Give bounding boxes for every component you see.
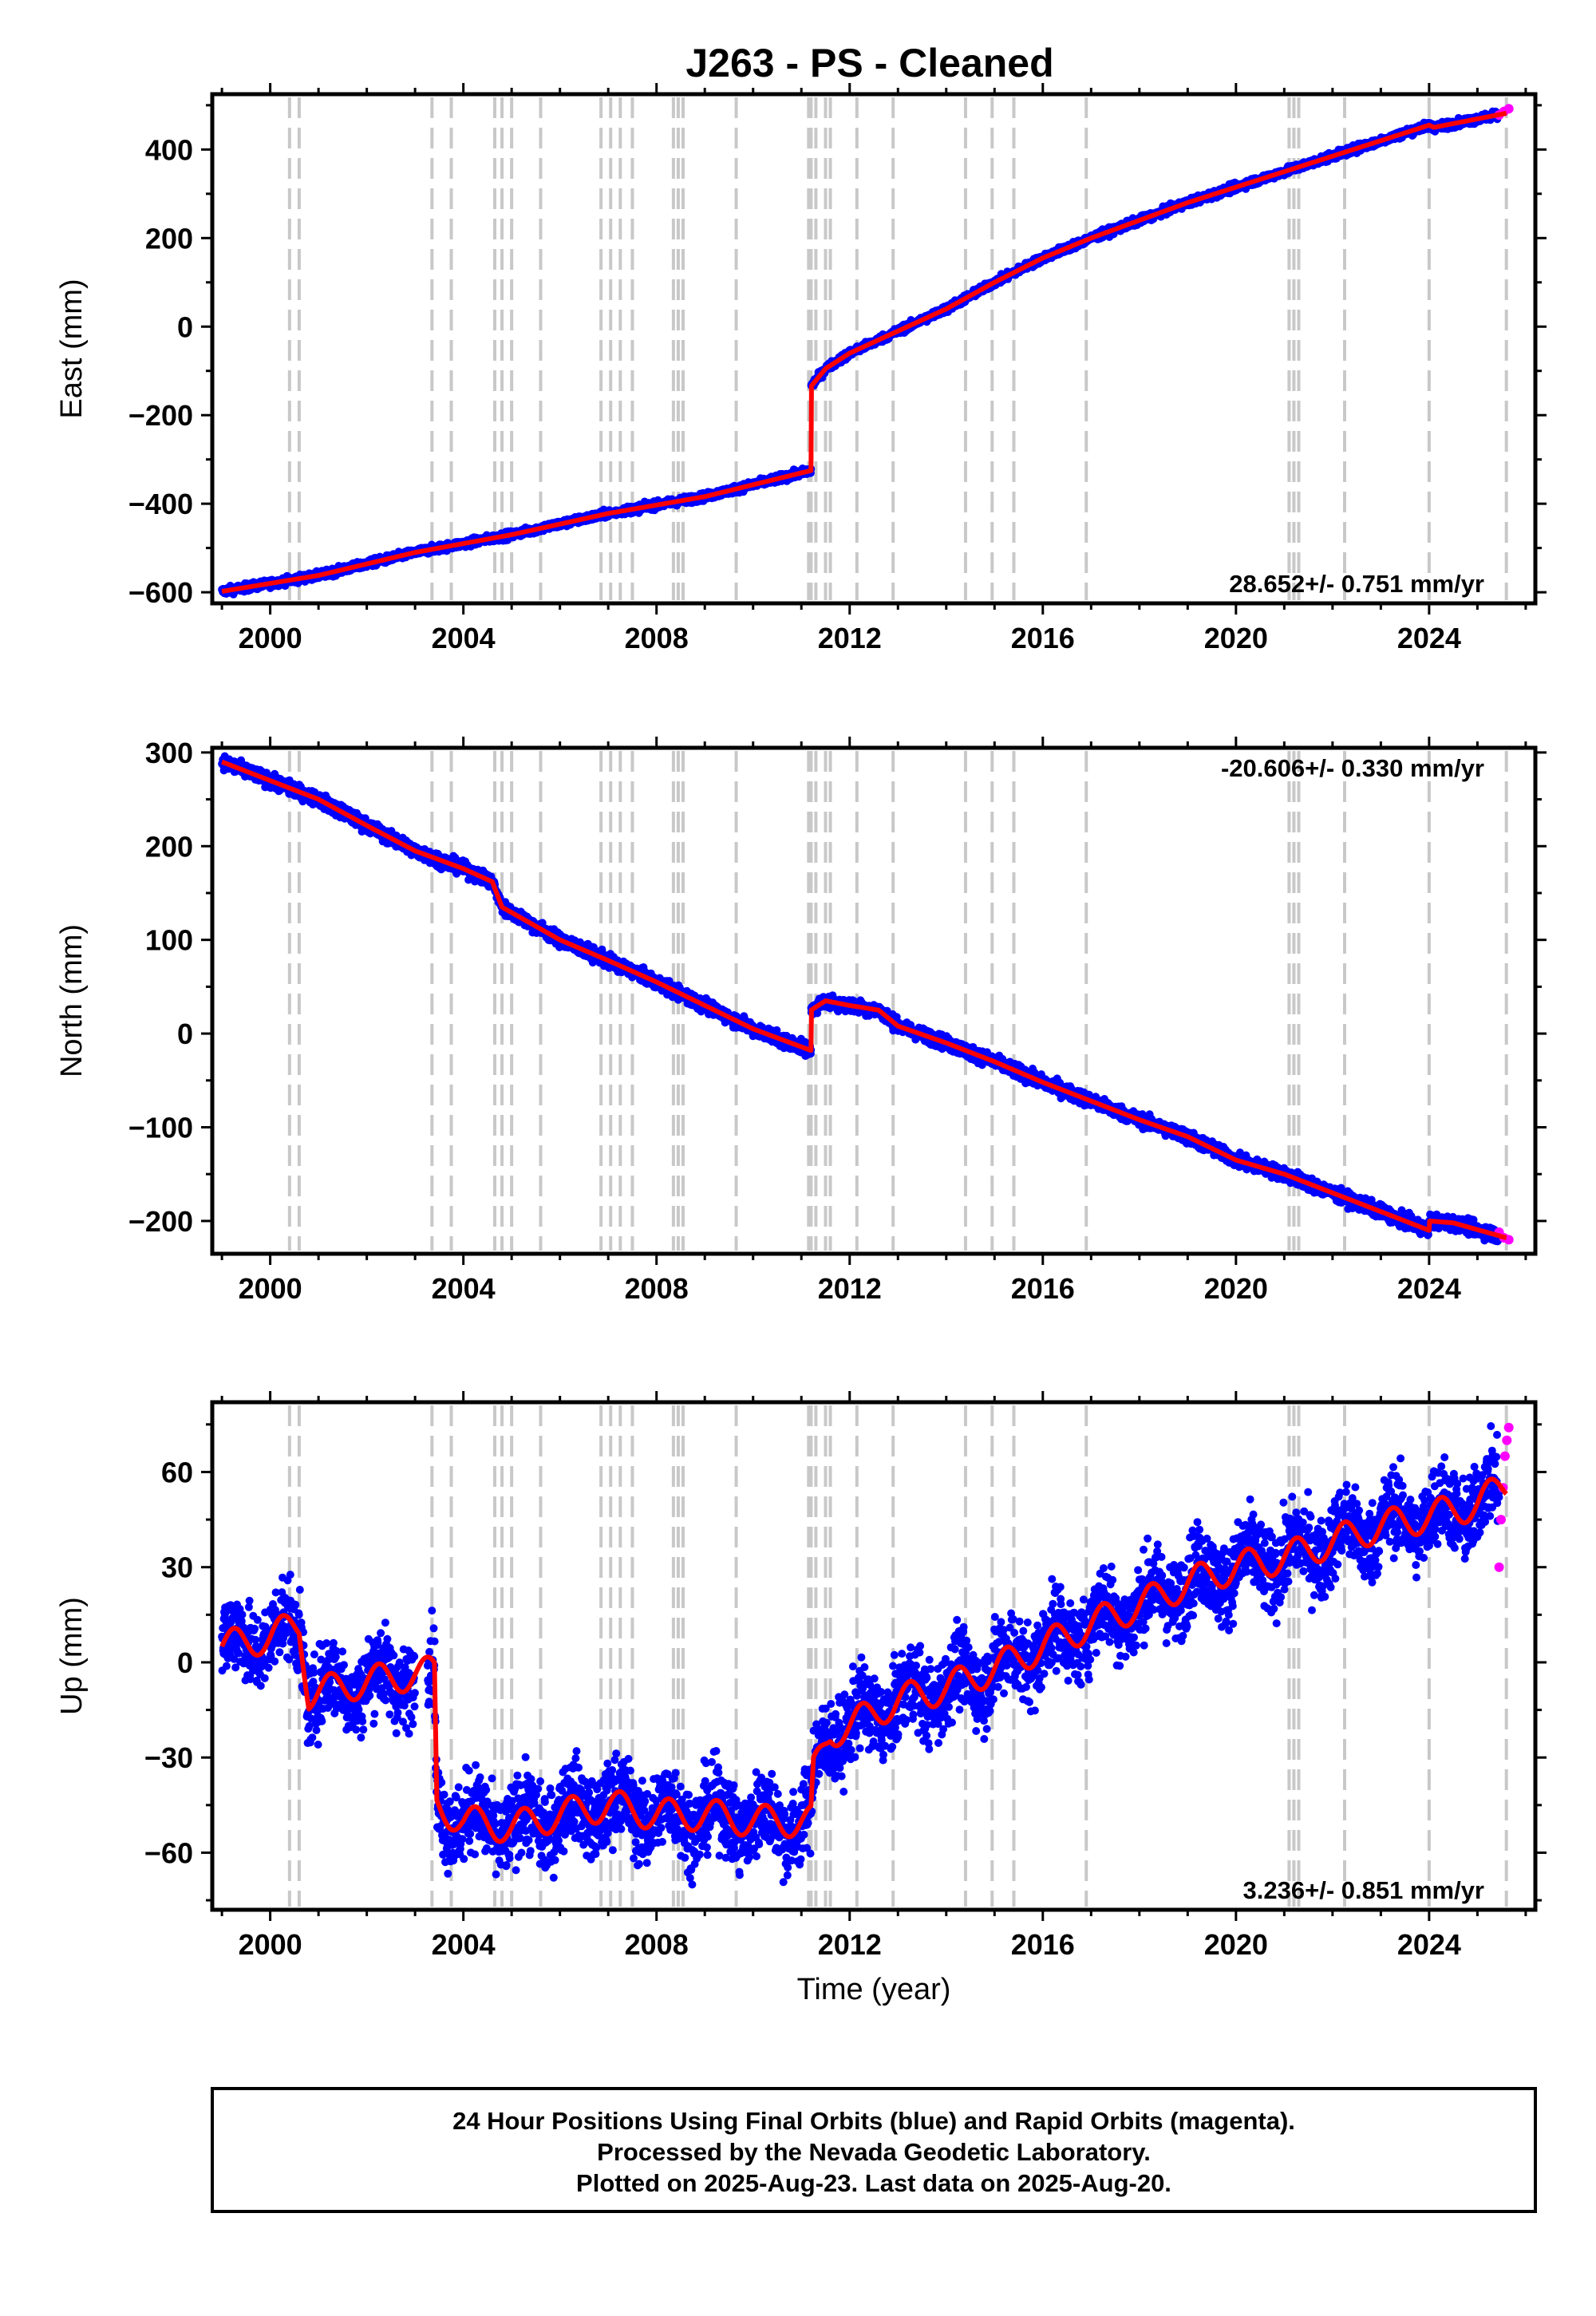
velocity-label: 28.652+/- 0.751 mm/yr	[1229, 570, 1484, 598]
y-tick-label: 200	[145, 222, 193, 255]
x-tick-label: 2008	[625, 622, 689, 654]
y-tick-label: 0	[177, 310, 193, 343]
north-panel: 2000 2004 2008 2012 2016 2020 2024−200−1000100…	[55, 737, 1547, 1305]
figure-title: J263 - PS - Cleaned	[685, 41, 1053, 85]
x-tick-label: 2012	[818, 622, 882, 654]
y-tick-label: 400	[145, 133, 193, 166]
east-panel: 2000 2004 2008 2012 2016 2020 2024−600−400−200…	[55, 83, 1547, 654]
x-tick-label: 2004	[432, 622, 496, 654]
y-tick-label: −400	[128, 488, 193, 520]
y-axis-label: East (mm)	[55, 279, 89, 418]
x-tick-label: 2000	[239, 622, 302, 654]
plot-area	[212, 748, 1535, 1254]
x-tick-label: 2024	[1397, 622, 1461, 654]
y-tick-label: −600	[128, 576, 193, 609]
x-tick-label: 2020	[1204, 622, 1268, 654]
event-lines	[287, 97, 1508, 600]
x-tick-label: 2016	[1011, 622, 1075, 654]
plot-area	[212, 94, 1535, 603]
y-tick-label: −200	[128, 399, 193, 432]
